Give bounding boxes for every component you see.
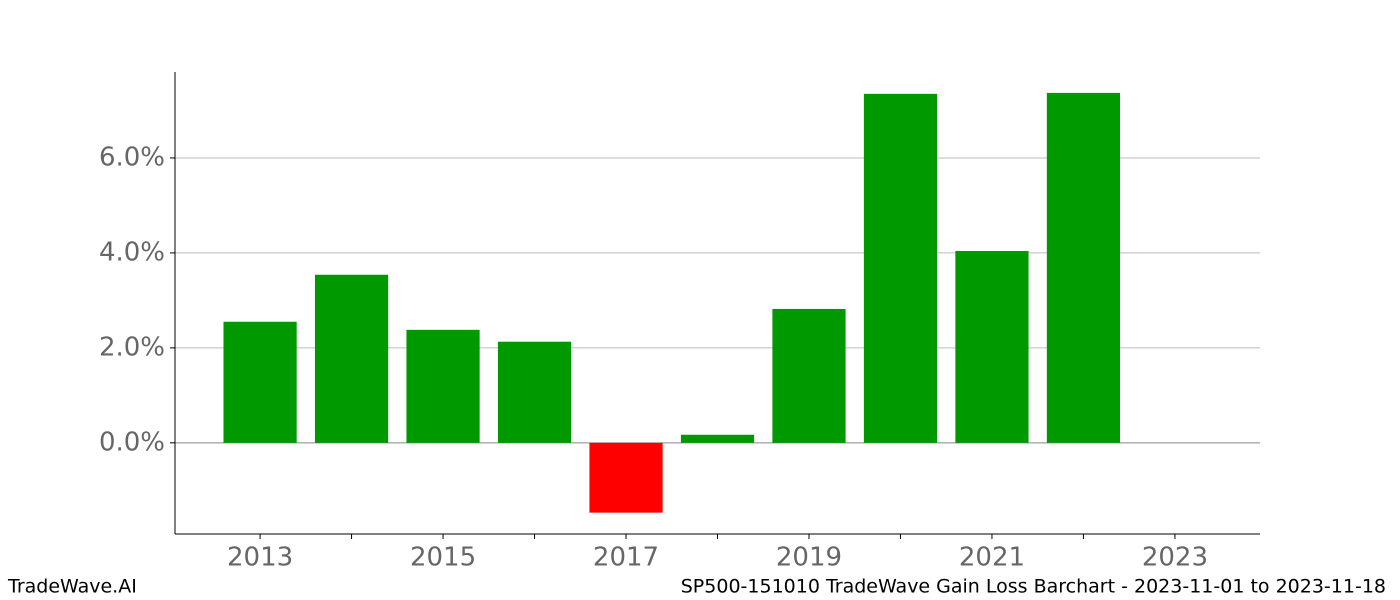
bar xyxy=(223,321,297,443)
footer-right: SP500-151010 TradeWave Gain Loss Barchar… xyxy=(681,576,1386,598)
footer-left: TradeWave.AI xyxy=(7,576,137,598)
y-tick-label: 2.0% xyxy=(99,332,165,362)
x-tick-label: 2017 xyxy=(593,543,659,573)
x-tick-label: 2019 xyxy=(776,543,842,573)
bar xyxy=(589,442,663,513)
x-tick-label: 2015 xyxy=(410,543,476,573)
x-tick-label: 2021 xyxy=(959,543,1025,573)
bar xyxy=(955,251,1029,443)
bar xyxy=(863,93,938,443)
bar xyxy=(680,434,755,443)
bar xyxy=(497,341,572,443)
y-tick-label: 0.0% xyxy=(99,427,165,457)
bar xyxy=(314,274,389,443)
bar xyxy=(1046,92,1121,443)
bar xyxy=(406,329,480,443)
x-tick-label: 2013 xyxy=(227,543,293,573)
y-tick-label: 6.0% xyxy=(99,142,165,172)
bar xyxy=(772,308,846,443)
y-tick-label: 4.0% xyxy=(99,237,165,267)
x-tick-label: 2023 xyxy=(1142,543,1208,573)
